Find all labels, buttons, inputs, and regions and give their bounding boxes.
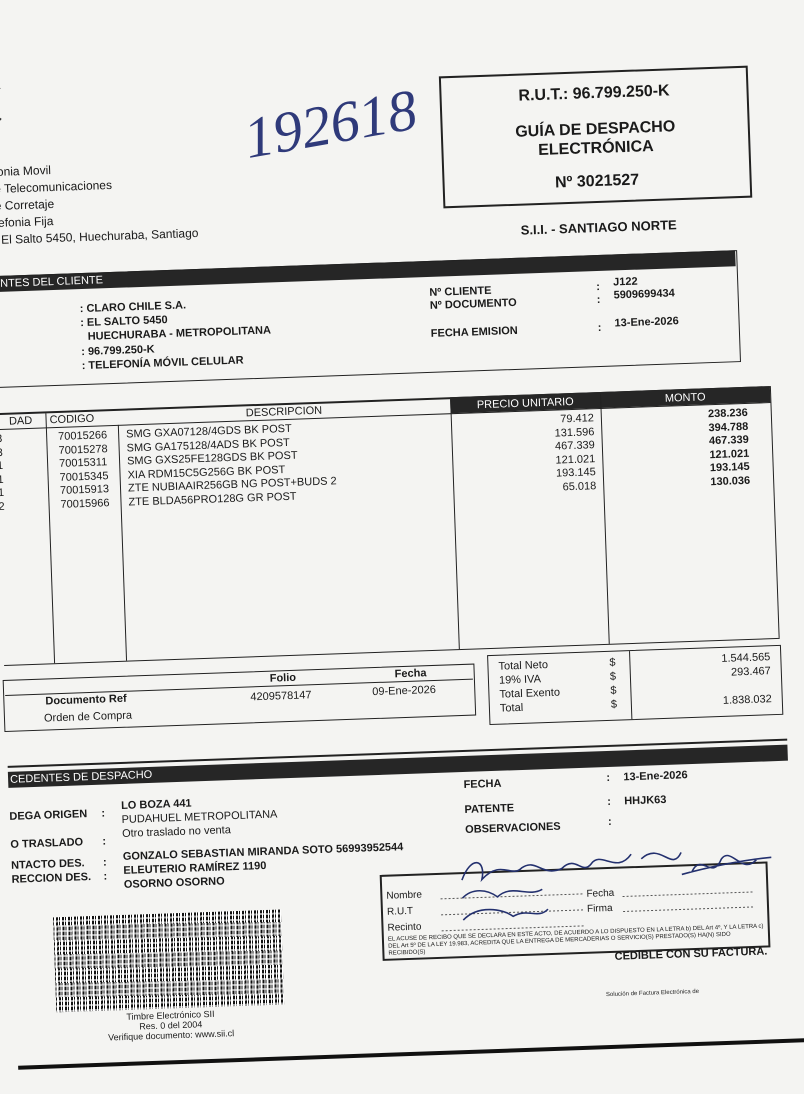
company-line: elefonia Fija [0,213,54,231]
item-cell: 70015345 [59,469,109,484]
handwritten-note: 192618 [239,76,422,171]
item-cell: 2 [0,500,5,513]
item-cell: 70015266 [57,429,108,443]
reference-header: Folio [269,671,297,685]
receipt-label: Nombre [386,889,423,902]
dispatch-value: Otro traslado no venta [121,824,232,840]
dispatch-label: RECCION DES. [11,871,92,886]
reference-header: Fecha [394,667,427,681]
total-label: 19% IVA [498,673,542,687]
item-cell: 3 [0,432,3,446]
sii-office: S.I.I. - SANTIAGO NORTE [520,217,677,238]
column-rule [117,424,128,661]
footer-text: Solución de Factura Electrónica de [605,988,700,999]
item-cell: 70015311 [58,456,108,470]
total-currency: $ [610,698,618,711]
receipt-label: R.U.T [386,905,414,918]
item-cell: 70015913 [59,483,110,497]
total-label: Total Exento [499,686,561,701]
column-rule [45,413,56,664]
total-currency: $ [609,670,617,683]
dispatch-field-separator: : [607,795,612,808]
column-header: CODIGO [49,412,95,427]
reference-cell: 4209578147 [250,689,312,704]
dispatch-field-value: 13-Ene-2026 [623,769,688,784]
field-value: 5909699434 [613,287,675,302]
items-table: DAD CODIGO DESCRIPCION PRECIO UNITARIO MONTO… [0,0,785,666]
dispatch-label: O TRASLADO [10,836,84,851]
item-cell: 1 [0,459,4,473]
dispatch-value: LO BOZA 441 [120,797,192,812]
item-cell: 3 [0,446,3,459]
field-separator: : [596,280,601,294]
column-rule [769,386,780,638]
dispatch-field-separator: : [606,771,611,785]
field-separator: : [596,293,601,307]
dispatch-label: DEGA ORIGEN [9,808,88,823]
field-separator: : [597,321,602,335]
logo-fragment [0,86,2,121]
dispatch-field-value: HHJK63 [624,793,667,808]
company-line: efonia Movil [0,163,52,180]
dispatch-field-label: FECHA [463,777,502,791]
company-line: de Telecomunicaciones [0,177,113,196]
field-value: 13-Ene-2026 [614,315,679,330]
company-line: v. El Salto 5450, Huechuraba, Santiago [0,225,199,248]
item-cell: 70015966 [60,496,110,511]
total-label: Total Neto [498,658,549,673]
client-line: : 96.799.250-K [81,343,155,359]
dispatch-separator: : [103,870,108,883]
totals: Total Neto $1.544.565 19% IVA $293.467 Total… [0,0,785,714]
dispatch-separator: : [102,856,107,869]
total-currency: $ [610,684,617,697]
dispatch-field-separator: : [607,815,612,828]
field-value: J122 [612,275,638,289]
item-cell: 1 [0,486,5,500]
barcode [52,909,285,1013]
dispatch-label: NTACTO DES. [10,857,85,872]
reference-cell: 09-Ene-2026 [372,683,437,699]
dispatch-field-label: PATENTE [464,802,515,816]
item-cell: 1 [0,473,4,486]
total-label: Total [499,701,524,715]
dispatch-separator: : [101,807,106,820]
bottom-rule [18,1037,804,1070]
total-currency: $ [609,656,616,669]
handwritten-signature [461,852,772,921]
dispatch-separator: : [102,835,107,848]
dispatch-value: OSORNO OSORNO [123,875,225,891]
item-cell: 70015278 [58,442,108,457]
receipt-label: Recinto [387,921,422,934]
column-header: DAD [8,414,33,428]
section-title: CEDENTES DE DESPACHO [9,768,153,786]
company-line: de Corretaje [0,196,55,213]
dispatch-field-label: OBSERVACIONES [464,820,561,836]
